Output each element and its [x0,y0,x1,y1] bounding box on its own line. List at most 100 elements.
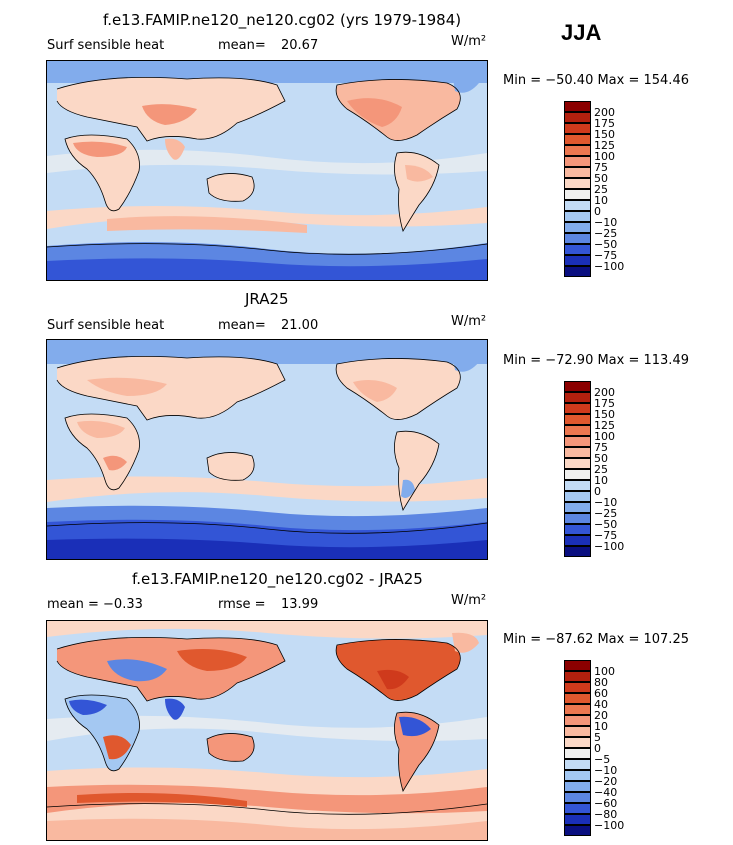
colorbar-swatch [564,145,591,156]
colorbar-label: 150 [594,128,615,141]
colorbar-swatch [564,704,591,715]
colorbar-label: 100 [594,430,615,443]
panel-2-map [46,339,488,560]
colorbar-swatch [564,112,591,123]
colorbar-label: 0 [594,742,601,755]
colorbar-label: 25 [594,463,608,476]
colorbar-swatch [564,425,591,436]
panel-3-rmse-label: rmse = [218,597,266,612]
colorbar-label: 125 [594,419,615,432]
colorbar-label: 50 [594,452,608,465]
colorbar-label: 100 [594,665,615,678]
colorbar-label: −80 [594,808,618,821]
season-label: JJA [561,20,602,45]
colorbar-label: −20 [594,775,618,788]
colorbar-label: −50 [594,238,618,251]
colorbar-label: 125 [594,139,615,152]
colorbar-swatch [564,233,591,244]
colorbar-swatch [564,200,591,211]
colorbar-swatch [564,770,591,781]
panel-2-title: JRA25 [245,290,289,308]
colorbar-swatch [564,682,591,693]
colorbar-label: 60 [594,687,608,700]
colorbar-swatch [564,167,591,178]
colorbar-swatch [564,403,591,414]
colorbar-label: 5 [594,731,601,744]
colorbar-swatch [564,189,591,200]
colorbar-label: 80 [594,676,608,689]
colorbar-swatch [564,513,591,524]
panel-1-title: f.e13.FAMIP.ne120_ne120.cg02 (yrs 1979-1… [103,11,462,29]
panel-2-mean-label: mean= [218,318,266,333]
panel-3-map [46,620,488,841]
panel-1-mean-label: mean= [218,38,266,53]
colorbar-swatch [564,814,591,825]
colorbar-label: −10 [594,216,618,229]
colorbar-label: 75 [594,161,608,174]
colorbar-label: 200 [594,106,615,119]
panel-3-units: W/m² [451,593,487,608]
colorbar-label: −40 [594,786,618,799]
colorbar-swatch [564,156,591,167]
colorbar-label: −10 [594,764,618,777]
colorbar-swatch [564,660,591,671]
colorbar-swatch [564,469,591,480]
colorbar-label: −75 [594,249,618,262]
colorbar-swatch [564,693,591,704]
colorbar-swatch [564,266,591,277]
colorbar-label: 10 [594,194,608,207]
colorbar-swatch [564,759,591,770]
colorbar-label: 10 [594,720,608,733]
colorbar-label: −50 [594,518,618,531]
colorbar-swatch [564,381,591,392]
colorbar-label: −5 [594,753,611,766]
panel-1-units: W/m² [451,34,487,49]
panel-1-minmax: Min = −50.40 Max = 154.46 [503,73,689,88]
panel-2-mean-value: 21.00 [281,318,319,333]
colorbar-label: 40 [594,698,608,711]
panel-3-title: f.e13.FAMIP.ne120_ne120.cg02 - JRA25 [132,570,423,588]
colorbar-swatch [564,524,591,535]
colorbar-label: 175 [594,397,615,410]
colorbar-swatch [564,447,591,458]
colorbar-label: 0 [594,485,601,498]
colorbar-label: −25 [594,227,618,240]
panel-1-variable-label: Surf sensible heat [47,38,165,53]
panel-2-units: W/m² [451,314,487,329]
colorbar-label: 150 [594,408,615,421]
colorbar-swatch [564,491,591,502]
colorbar-label: −100 [594,260,625,273]
panel-1-map [46,60,488,281]
colorbar-swatch [564,255,591,266]
colorbar-label: −10 [594,496,618,509]
colorbar-label: 25 [594,183,608,196]
colorbar-label: −100 [594,819,625,832]
panel-3-mean-label: mean = −0.33 [47,597,143,612]
colorbar-swatch [564,726,591,737]
colorbar-swatch [564,671,591,682]
colorbar-label: −100 [594,540,625,553]
colorbar-swatch [564,715,591,726]
colorbar-label: −60 [594,797,618,810]
colorbar-label: 50 [594,172,608,185]
colorbar-swatch [564,502,591,513]
colorbar-swatch [564,480,591,491]
colorbar-swatch [564,392,591,403]
colorbar-swatch [564,244,591,255]
colorbar-swatch [564,436,591,447]
colorbar-swatch [564,222,591,233]
colorbar-label: 20 [594,709,608,722]
colorbar-label: 10 [594,474,608,487]
colorbar-swatch [564,792,591,803]
colorbar-swatch [564,211,591,222]
panel-3-minmax: Min = −87.62 Max = 107.25 [503,632,689,647]
colorbar-swatch [564,101,591,112]
colorbar-swatch [564,546,591,557]
colorbar-swatch [564,414,591,425]
colorbar-label: 175 [594,117,615,130]
panel-2-minmax: Min = −72.90 Max = 113.49 [503,353,689,368]
colorbar-label: 200 [594,386,615,399]
colorbar-swatch [564,123,591,134]
panel-3-rmse-value: 13.99 [281,597,319,612]
colorbar-swatch [564,178,591,189]
